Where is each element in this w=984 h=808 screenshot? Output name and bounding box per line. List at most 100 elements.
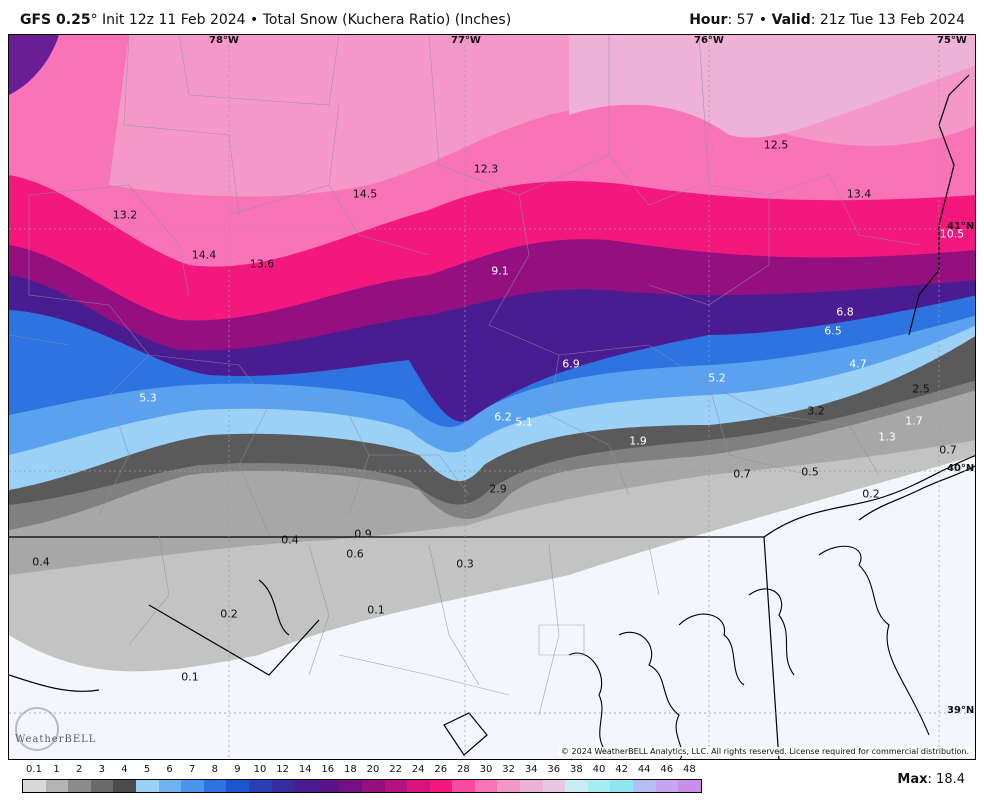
lon-label-75w: 75°W — [937, 35, 967, 46]
scale-swatch — [565, 780, 588, 792]
map-title: GFS 0.25° Init 12z 11 Feb 2024 • Total S… — [20, 12, 511, 28]
snow-value-label: 12.5 — [763, 138, 789, 152]
scale-tick-label: 5 — [143, 764, 151, 775]
snow-value-label: 5.3 — [139, 391, 157, 405]
valid-time: Hour: 57 • Valid: 21z Tue 13 Feb 2024 — [689, 12, 965, 28]
hour-label: Hour — [689, 12, 728, 28]
snow-value-label: 9.1 — [491, 264, 509, 278]
band-16 — [569, 35, 975, 138]
weatherbell-logo-icon — [15, 707, 59, 751]
band-nw-purple — [9, 35, 59, 95]
band-se-clear — [550, 555, 975, 759]
snow-value-label: 0.2 — [220, 607, 238, 621]
snow-value-label: 3.2 — [807, 404, 825, 418]
max-value: Max: 18.4 — [897, 772, 965, 787]
scale-tick-label: 8 — [211, 764, 218, 775]
snow-value-label: 1.7 — [905, 414, 923, 428]
map-header: GFS 0.25° Init 12z 11 Feb 2024 • Total S… — [0, 0, 984, 34]
snow-value-label: 1.9 — [629, 434, 647, 448]
scale-tick-label: 4 — [121, 764, 128, 775]
scale-tick-label: 16 — [321, 764, 335, 775]
max-number: : 18.4 — [927, 772, 965, 787]
scale-tick-label: 44 — [637, 764, 651, 775]
scale-tick-label: 9 — [234, 764, 241, 775]
scale-swatch — [429, 780, 453, 792]
scale-swatch — [520, 780, 543, 792]
snow-value-label: 0.2 — [862, 487, 880, 501]
snow-value-label: 5.2 — [708, 371, 726, 385]
scale-swatch — [158, 780, 182, 792]
snow-value-label: 0.6 — [346, 547, 364, 561]
scale-swatch — [474, 780, 498, 792]
max-label: Max — [897, 772, 928, 787]
scale-swatch — [23, 780, 46, 792]
init-description: Init 12z 11 Feb 2024 • Total Snow (Kuche… — [97, 12, 512, 28]
scale-swatch — [90, 780, 114, 792]
scale-tick-label: 7 — [189, 764, 196, 775]
scale-tick-label: 36 — [547, 764, 561, 775]
snow-value-label: 6.8 — [836, 305, 854, 319]
scale-swatch — [203, 780, 227, 792]
snow-value-label: 6.5 — [824, 324, 842, 338]
scale-swatch — [655, 780, 679, 792]
scale-tick-label: 22 — [389, 764, 402, 775]
scale-tick-label: 18 — [344, 764, 357, 775]
snow-value-label: 13.6 — [249, 257, 275, 271]
snow-value-label: 2.5 — [912, 382, 930, 396]
scale-swatch — [384, 780, 408, 792]
color-scale: 0.1 1 2 3 4 5 6 7 8 9 10 12 14 16 18 20 22 24 26 28 30 32 34 36… — [22, 764, 702, 794]
scale-swatch — [135, 780, 159, 792]
scale-tick-label: 3 — [98, 764, 105, 775]
scale-tick-label: 38 — [570, 764, 583, 775]
scale-tick-label: 34 — [524, 764, 538, 775]
snow-value-label: 0.1 — [367, 603, 385, 617]
scale-tick-label: 14 — [298, 764, 312, 775]
snow-value-label: 0.7 — [733, 467, 751, 481]
scale-swatch — [407, 780, 430, 792]
scale-tick-label: 42 — [615, 764, 628, 775]
scale-tick-label: 30 — [479, 764, 493, 775]
snow-value-label: 2.9 — [489, 482, 507, 496]
lon-label-76w: 76°W — [694, 35, 724, 46]
scale-tick-label: 1 — [53, 764, 60, 775]
scale-swatch — [633, 780, 656, 792]
snow-value-label: 0.1 — [181, 670, 199, 684]
scale-tick-labels: 0.1 1 2 3 4 5 6 7 8 9 10 12 14 16 18 20 22 24 26 28 30 32 34 36… — [22, 764, 702, 778]
scale-tick-label: 6 — [166, 764, 173, 775]
snow-value-label: 0.4 — [281, 533, 299, 547]
degree-symbol: ° — [90, 12, 98, 28]
snow-value-label: 1.3 — [878, 430, 896, 444]
graticule — [9, 35, 975, 759]
scale-swatch — [610, 780, 634, 792]
scale-tick-label: 0.1 — [26, 764, 42, 775]
scale-swatch — [587, 780, 611, 792]
scale-swatch — [113, 780, 136, 792]
snow-value-label: 5.1 — [515, 415, 533, 429]
scale-tick-label: 2 — [76, 764, 83, 775]
snowfall-map[interactable]: 78°W 77°W 76°W 75°W 41°N 40°N 39°N 13.2 … — [8, 34, 976, 760]
snow-value-label: 14.5 — [352, 187, 378, 201]
scale-tick-label: 32 — [502, 764, 515, 775]
snow-value-label: 13.2 — [112, 208, 138, 222]
scale-tick-label: 10 — [253, 764, 267, 775]
snow-value-label: 0.7 — [939, 443, 957, 457]
snow-value-label: 10.5 — [939, 227, 965, 241]
scale-tick-label: 24 — [411, 764, 425, 775]
snow-value-label: 0.9 — [354, 527, 372, 541]
snow-value-label: 6.9 — [562, 357, 580, 371]
scale-tick-label: 46 — [660, 764, 674, 775]
scale-swatch — [361, 780, 385, 792]
scale-swatch — [497, 780, 521, 792]
snow-value-label: 0.3 — [456, 557, 474, 571]
snow-value-label: 14.4 — [191, 248, 217, 262]
lat-label-40n: 40°N — [947, 463, 975, 474]
weatherbell-logo: WeatherBELL — [15, 734, 97, 745]
scale-color-bar — [22, 779, 702, 793]
model-name: GFS 0.25 — [20, 12, 91, 28]
scale-swatch — [271, 780, 295, 792]
scale-swatch — [339, 780, 362, 792]
scale-swatch — [45, 780, 69, 792]
scale-swatch — [542, 780, 566, 792]
lon-label-78w: 78°W — [209, 35, 239, 46]
copyright-notice: © 2024 WeatherBELL Analytics, LLC. All r… — [559, 747, 971, 756]
